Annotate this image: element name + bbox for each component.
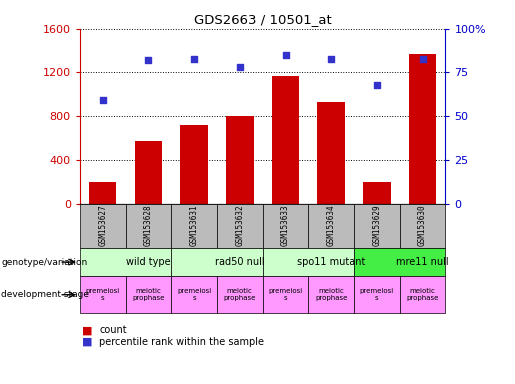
Bar: [80, 248, 171, 276]
Text: meiotic
prophase: meiotic prophase: [315, 288, 348, 301]
Text: GSM153627: GSM153627: [98, 205, 107, 247]
Bar: [126, 276, 171, 313]
Bar: [89, 182, 116, 204]
Bar: [171, 248, 263, 276]
Bar: [180, 125, 208, 204]
Text: GSM153629: GSM153629: [372, 205, 382, 247]
Text: premeiosi
s: premeiosi s: [177, 288, 211, 301]
Text: count: count: [99, 325, 127, 335]
Text: genotype/variation: genotype/variation: [1, 258, 87, 266]
Bar: [317, 102, 345, 204]
Bar: [354, 204, 400, 248]
Text: GSM153633: GSM153633: [281, 205, 290, 247]
Text: GSM153632: GSM153632: [235, 205, 244, 247]
Text: GSM153634: GSM153634: [327, 205, 336, 247]
Bar: [308, 276, 354, 313]
Point: [98, 98, 107, 104]
Point: [327, 55, 335, 61]
Text: GSM153631: GSM153631: [190, 205, 199, 247]
Text: mre11 null: mre11 null: [397, 257, 449, 267]
Text: spo11 mutant: spo11 mutant: [297, 257, 366, 267]
Bar: [409, 54, 436, 204]
Bar: [400, 204, 445, 248]
Text: ■: ■: [82, 325, 93, 335]
Bar: [135, 141, 162, 204]
Point: [419, 55, 427, 61]
Point: [144, 57, 152, 63]
Bar: [363, 182, 391, 204]
Bar: [263, 276, 308, 313]
Title: GDS2663 / 10501_at: GDS2663 / 10501_at: [194, 13, 332, 26]
Bar: [400, 276, 445, 313]
Text: meiotic
prophase: meiotic prophase: [224, 288, 256, 301]
Text: wild type: wild type: [126, 257, 170, 267]
Text: GSM153630: GSM153630: [418, 205, 427, 247]
Bar: [226, 116, 253, 204]
Text: premeiosi
s: premeiosi s: [360, 288, 394, 301]
Bar: [126, 204, 171, 248]
Point: [281, 52, 289, 58]
Text: GSM153628: GSM153628: [144, 205, 153, 247]
Text: meiotic
prophase: meiotic prophase: [132, 288, 165, 301]
Bar: [354, 248, 445, 276]
Text: development stage: development stage: [1, 290, 89, 299]
Text: premeiosi
s: premeiosi s: [85, 288, 120, 301]
Text: rad50 null: rad50 null: [215, 257, 265, 267]
Bar: [80, 276, 126, 313]
Bar: [354, 276, 400, 313]
Bar: [308, 204, 354, 248]
Bar: [217, 204, 263, 248]
Text: premeiosi
s: premeiosi s: [268, 288, 303, 301]
Point: [236, 64, 244, 70]
Text: ■: ■: [82, 337, 93, 347]
Point: [190, 55, 198, 61]
Bar: [80, 204, 126, 248]
Point: [373, 82, 381, 88]
Bar: [171, 204, 217, 248]
Bar: [263, 204, 308, 248]
Text: percentile rank within the sample: percentile rank within the sample: [99, 337, 264, 347]
Bar: [263, 248, 354, 276]
Text: meiotic
prophase: meiotic prophase: [406, 288, 439, 301]
Bar: [217, 276, 263, 313]
Bar: [171, 276, 217, 313]
Bar: [272, 76, 299, 204]
